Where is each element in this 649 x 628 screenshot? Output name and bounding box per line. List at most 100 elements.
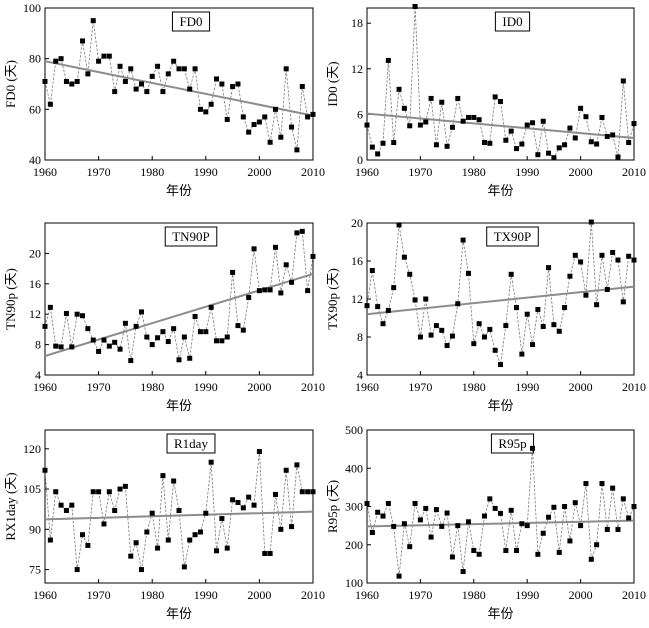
data-point <box>251 246 257 252</box>
data-point <box>310 253 316 259</box>
data-point <box>230 497 236 503</box>
data-point <box>47 304 53 310</box>
data-point <box>256 119 262 125</box>
data-point <box>69 344 75 350</box>
data-point <box>122 320 128 326</box>
data-point <box>165 339 171 345</box>
y-tick-label: 20 <box>351 216 363 230</box>
data-point <box>63 78 69 84</box>
data-point <box>230 84 236 90</box>
data-point <box>604 133 610 139</box>
data-point <box>171 326 177 332</box>
data-point <box>385 500 391 506</box>
data-point <box>471 547 477 553</box>
data-point <box>235 81 241 87</box>
title-box <box>171 11 211 32</box>
data-point <box>583 481 589 487</box>
data-point <box>267 139 273 145</box>
data-point <box>519 521 525 527</box>
data-point <box>551 322 557 328</box>
data-point <box>412 3 418 9</box>
x-tick-label: 1980 <box>140 380 164 394</box>
data-point <box>224 334 230 340</box>
data-point <box>524 523 530 529</box>
data-point <box>138 81 144 87</box>
data-point <box>514 146 520 152</box>
data-point <box>492 94 498 100</box>
data-point <box>620 496 626 502</box>
data-point <box>439 99 445 105</box>
x-axis-label: 年份 <box>166 398 192 413</box>
x-tick-label: 1960 <box>33 588 57 602</box>
data-point <box>364 500 370 506</box>
data-point <box>283 66 289 72</box>
data-point <box>631 257 637 263</box>
x-tick-label: 1980 <box>462 588 486 602</box>
data-point <box>63 508 69 514</box>
data-point <box>465 519 471 525</box>
data-point <box>375 151 381 157</box>
data-point <box>476 117 482 123</box>
data-point <box>197 329 203 335</box>
data-point <box>396 222 402 228</box>
y-tick-label: 4 <box>35 368 41 382</box>
data-point <box>42 323 48 329</box>
data-point <box>631 504 637 509</box>
data-point <box>407 123 413 129</box>
data-point <box>53 58 59 64</box>
data-point <box>289 524 295 530</box>
data-point <box>289 279 295 285</box>
data-point <box>572 252 578 258</box>
data-point <box>481 513 487 519</box>
data-point <box>310 489 316 495</box>
y-tick-label: 100 <box>23 1 41 15</box>
data-point <box>214 338 220 344</box>
data-point <box>449 554 455 560</box>
chart-title: FD0 <box>179 14 202 29</box>
plot-frame <box>44 222 314 376</box>
data-point <box>460 237 466 243</box>
data-point <box>444 510 450 516</box>
data-point <box>262 287 268 293</box>
data-point <box>401 105 407 111</box>
data-point <box>519 351 525 357</box>
y-tick-label: 12 <box>351 292 363 306</box>
data-point <box>615 526 621 532</box>
data-point <box>251 502 257 508</box>
data-point <box>203 109 209 115</box>
x-axis-label: 年份 <box>487 606 513 621</box>
x-tick-label: 1990 <box>194 380 218 394</box>
data-point <box>546 150 552 156</box>
y-axis-label: ID0 (天) <box>325 61 340 106</box>
y-tick-label: 100 <box>345 576 363 590</box>
chart-title: TN90P <box>172 229 210 244</box>
data-point <box>278 290 284 296</box>
data-point <box>391 523 397 529</box>
y-tick-label: 60 <box>29 102 41 116</box>
data-point <box>455 301 461 307</box>
title-box <box>490 433 535 454</box>
data-point <box>101 337 107 343</box>
data-point <box>278 526 284 532</box>
x-tick-label: 2000 <box>569 165 593 179</box>
data-point <box>90 489 96 495</box>
data-point <box>562 305 568 311</box>
x-tick-label: 1970 <box>408 380 432 394</box>
data-point <box>460 569 466 575</box>
data-point <box>604 526 610 532</box>
data-point <box>262 550 268 556</box>
y-tick-label: 18 <box>351 16 363 30</box>
data-point <box>535 551 541 557</box>
data-point <box>407 271 413 277</box>
chart-title: ID0 <box>502 14 522 29</box>
data-point <box>578 523 584 529</box>
data-point <box>498 362 503 368</box>
x-tick-label: 1960 <box>33 165 57 179</box>
data-point <box>433 507 439 513</box>
data-point <box>85 71 91 77</box>
data-point <box>391 285 397 291</box>
data-point <box>599 481 605 487</box>
data-point <box>556 328 562 334</box>
data-point <box>133 323 139 329</box>
data-point <box>74 311 80 317</box>
